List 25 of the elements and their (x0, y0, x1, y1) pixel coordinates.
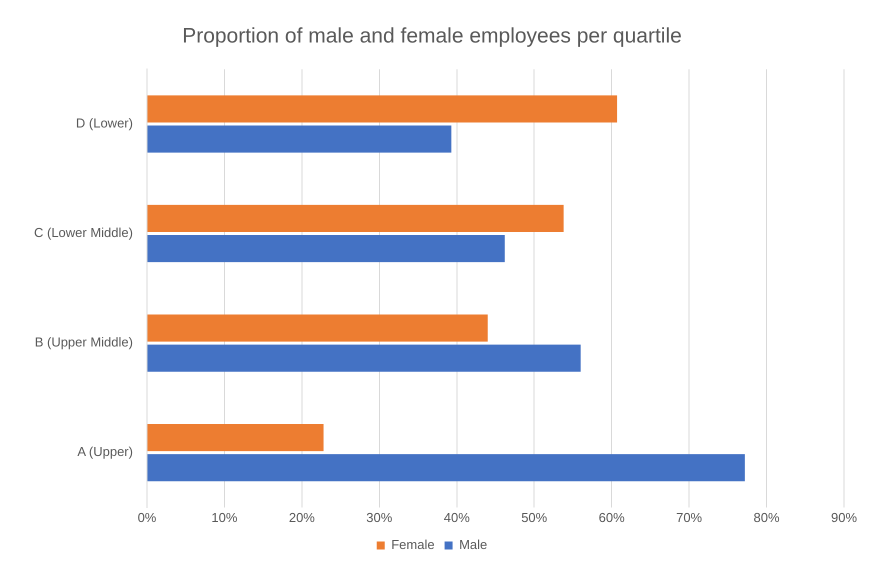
x-tick-label: 40% (444, 510, 470, 525)
bar (147, 125, 452, 153)
legend-label: Male (459, 537, 488, 552)
y-tick-label: C (Lower Middle) (34, 225, 133, 240)
legend-label: Female (391, 537, 435, 552)
x-tick-label: 20% (288, 510, 316, 525)
chart-title: Proportion of male and female employees per quartile (182, 24, 682, 48)
bar (147, 314, 488, 342)
x-tick-label: 0% (138, 510, 157, 525)
y-tick-label: D (Lower) (76, 116, 133, 131)
bar (147, 204, 564, 232)
y-tick-label: B (Upper Middle) (34, 334, 133, 350)
bar (147, 344, 581, 372)
bar (147, 424, 324, 452)
x-tick-label: 30% (366, 510, 393, 525)
x-tick-label: 90% (830, 510, 858, 525)
y-tick-label: A (Upper) (77, 444, 133, 460)
bar (147, 95, 618, 122)
x-tick-label: 70% (676, 510, 703, 525)
x-tick-label: 60% (598, 510, 626, 525)
bar (147, 454, 745, 482)
x-tick-label: 80% (754, 510, 780, 525)
x-tick-label: 50% (521, 510, 548, 525)
x-tick-label: 10% (211, 510, 238, 525)
bar (147, 235, 505, 262)
